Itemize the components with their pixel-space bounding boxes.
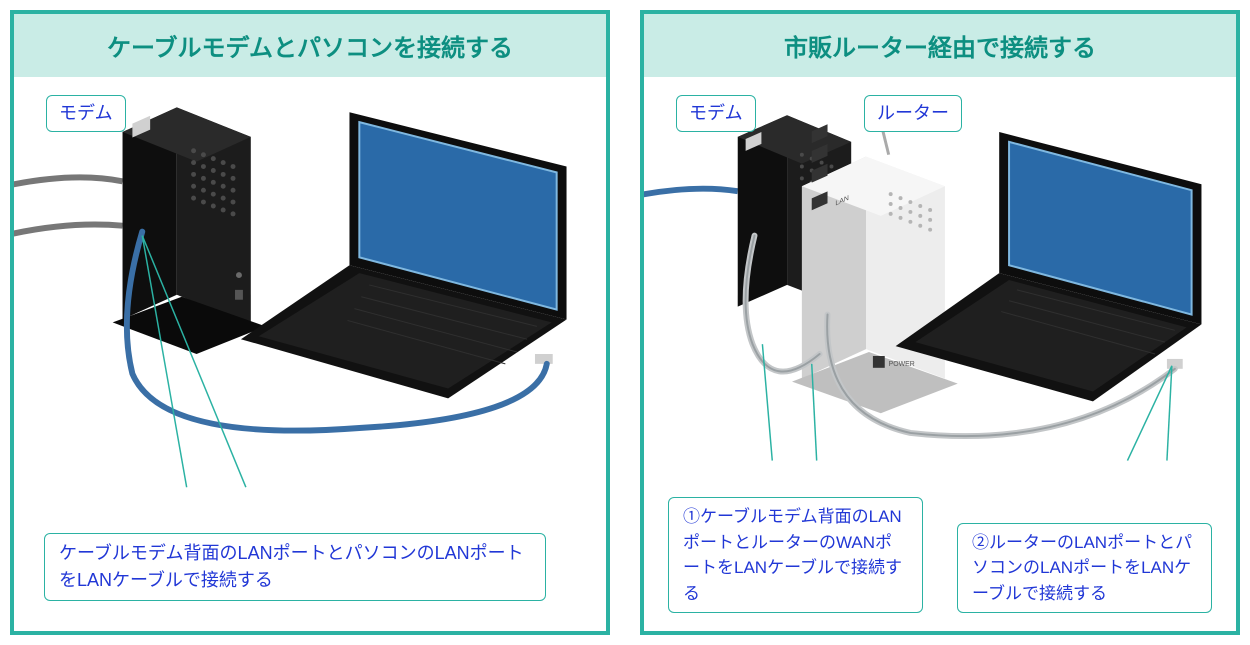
callout-left-text: ケーブルモデム背面のLANポートとパソコンのLANポートをLANケーブルで接続す… (59, 543, 524, 590)
modem-icon (113, 107, 266, 354)
callout-right-1: ①ケーブルモデム背面のLANポートとルーターのWANポートをLANケーブルで接続… (668, 497, 923, 613)
callout-right-2-text: ②ルーターのLANポートとパソコンのLANポートをLANケーブルで接続する (972, 533, 1192, 603)
callout-right-2: ②ルーターのLANポートとパソコンのLANポートをLANケーブルで接続する (957, 523, 1212, 614)
router-label-text: ルーター (877, 103, 949, 123)
modem-label-right: モデム (676, 95, 756, 132)
panel-modem-to-pc: ケーブルモデムとパソコンを接続する モデム (10, 10, 610, 635)
callout1-leader-a (762, 344, 772, 460)
panel-header-left: ケーブルモデムとパソコンを接続する (14, 14, 606, 77)
laptop-icon (241, 112, 567, 398)
cable-power (14, 177, 123, 186)
laptop-lan-port (535, 354, 553, 364)
panel-via-router: 市販ルーター経由で接続する モデム ルーター (640, 10, 1240, 635)
callout-right-1-text: ①ケーブルモデム背面のLANポートとルーターのWANポートをLANケーブルで接続… (683, 507, 902, 603)
modem-label-text: モデム (59, 103, 113, 123)
cable-in (644, 189, 738, 196)
svg-text:POWER: POWER (889, 361, 915, 368)
cable-coax (14, 225, 123, 236)
callout2-leader-b (1167, 366, 1172, 461)
callout2-leader-a (1127, 366, 1171, 461)
router-icon: LAN POWER (792, 102, 958, 413)
panel-body-right: モデム ルーター (644, 77, 1236, 631)
panel-body-left: モデム (14, 77, 606, 631)
panel-header-right: 市販ルーター経由で接続する (644, 14, 1236, 77)
modem-label-left: モデム (46, 95, 126, 132)
router-label: ルーター (864, 95, 962, 132)
modem-label-r-text: モデム (689, 103, 743, 123)
callout-left: ケーブルモデム背面のLANポートとパソコンのLANポートをLANケーブルで接続す… (44, 533, 546, 601)
